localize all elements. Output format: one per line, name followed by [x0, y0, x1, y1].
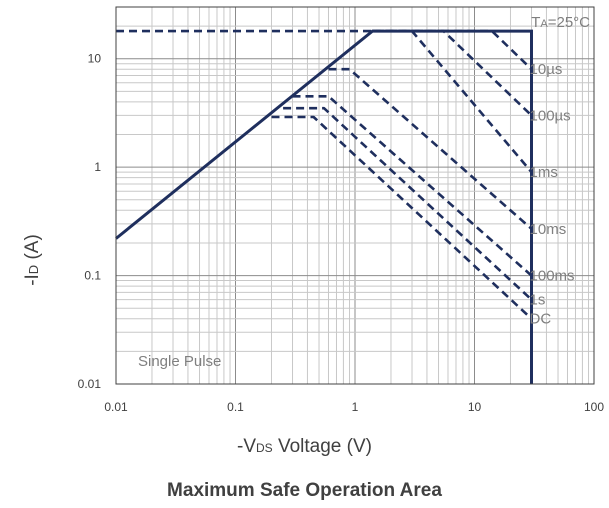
y-tick-label: 0.1 — [84, 269, 101, 283]
tick-labels: 0.01 0.1 1 10 100 0.01 0.1 1 10 — [78, 52, 605, 414]
series-label: 1ms — [530, 164, 558, 181]
series-labels: 10µs 100µs 1ms 10ms 100ms 1s DC — [530, 61, 575, 327]
x-tick-label: 0.1 — [227, 400, 244, 414]
series-label: 10ms — [530, 221, 567, 238]
plot-frame — [115, 6, 595, 385]
y-tick-label: 10 — [88, 52, 102, 66]
x-axis-label: -VDS Voltage (V) — [237, 436, 372, 457]
y-axis-label: -ID (A) — [22, 234, 43, 286]
series-label: 1s — [530, 292, 546, 309]
series-label: 100µs — [530, 107, 571, 124]
x-tick-label: 0.01 — [104, 400, 128, 414]
series-line — [283, 106, 533, 301]
series-label: DC — [530, 311, 552, 328]
x-tick-label: 1 — [352, 400, 359, 414]
series-line — [328, 67, 533, 230]
series-label: 10µs — [530, 61, 563, 78]
series-label: 100ms — [530, 268, 575, 285]
series-line — [372, 29, 533, 117]
soa-boundary-line — [115, 29, 533, 384]
x-tick-label: 100 — [584, 400, 604, 414]
x-tick-label: 10 — [468, 400, 482, 414]
data-lines — [115, 29, 533, 384]
single-pulse-annotation: Single Pulse — [138, 353, 221, 370]
grid — [115, 6, 594, 385]
y-tick-label: 0.01 — [78, 377, 102, 391]
temperature-annotation: TA=25°C — [531, 14, 590, 31]
y-tick-label: 1 — [94, 160, 101, 174]
chart-title: Maximum Safe Operation Area — [167, 480, 442, 501]
series-line — [271, 115, 533, 320]
